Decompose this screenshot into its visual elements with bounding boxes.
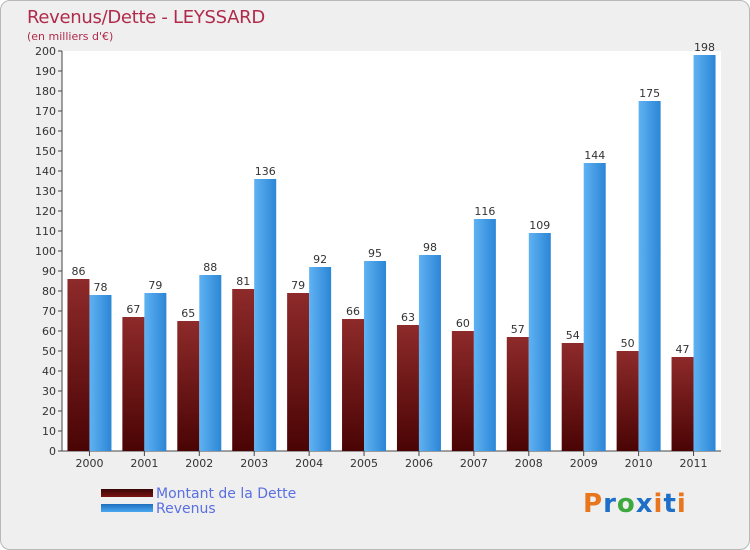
y-tick-label: 60	[42, 325, 56, 338]
data-label: 198	[694, 41, 715, 54]
legend-label-revenus: Revenus	[156, 501, 216, 517]
y-tick-label: 150	[35, 145, 56, 158]
x-tick-label: 2000	[75, 457, 103, 470]
data-label: 95	[368, 247, 382, 260]
data-label: 54	[566, 329, 580, 342]
bar-revenus	[144, 293, 167, 451]
bar-dette	[122, 317, 145, 451]
y-tick-label: 40	[42, 365, 56, 378]
y-tick-label: 0	[49, 445, 56, 458]
bar-revenus	[309, 267, 332, 451]
bar-revenus	[364, 261, 387, 451]
x-tick-label: 2001	[130, 457, 158, 470]
data-label: 109	[529, 219, 550, 232]
legend-swatch-dette	[101, 489, 153, 497]
x-tick-label: 2005	[350, 457, 378, 470]
logo-letter: t	[663, 489, 677, 519]
plot-area	[62, 51, 721, 451]
data-label: 86	[71, 265, 85, 278]
bar-revenus	[693, 55, 716, 451]
x-tick-label: 2007	[460, 457, 488, 470]
bar-dette	[671, 357, 694, 451]
data-label: 50	[621, 337, 635, 350]
y-tick-label: 30	[42, 385, 56, 398]
y-tick-label: 90	[42, 265, 56, 278]
data-label: 60	[456, 317, 470, 330]
bar-revenus	[199, 275, 222, 451]
data-label: 81	[236, 275, 250, 288]
data-label: 136	[255, 165, 276, 178]
x-tick-label: 2010	[625, 457, 653, 470]
data-label: 67	[126, 303, 140, 316]
data-label: 65	[181, 307, 195, 320]
y-tick-label: 80	[42, 285, 56, 298]
logo-letter: x	[635, 489, 654, 519]
chart-title: Revenus/Dette - LEYSSARD	[27, 7, 265, 28]
legend-label-dette: Montant de la Dette	[156, 486, 297, 502]
y-tick-label: 160	[35, 125, 56, 138]
logo-letter: r	[603, 489, 617, 519]
bar-dette	[506, 337, 529, 451]
legend-swatch-revenus	[101, 504, 153, 512]
bar-revenus	[89, 295, 112, 451]
y-tick-label: 50	[42, 345, 56, 358]
bar-dette	[67, 279, 90, 451]
bar-revenus	[254, 179, 277, 451]
bar-dette	[287, 293, 310, 451]
logo-letter: o	[616, 489, 636, 519]
x-tick-label: 2004	[295, 457, 323, 470]
y-tick-label: 20	[42, 405, 56, 418]
x-tick-label: 2009	[570, 457, 598, 470]
y-tick-label: 70	[42, 305, 56, 318]
bar-dette	[616, 351, 639, 451]
data-label: 57	[511, 323, 525, 336]
data-label: 92	[313, 253, 327, 266]
y-tick-label: 140	[35, 165, 56, 178]
y-tick-label: 170	[35, 105, 56, 118]
y-tick-label: 120	[35, 205, 56, 218]
y-tick-label: 110	[35, 225, 56, 238]
x-tick-label: 2003	[240, 457, 268, 470]
bar-revenus	[528, 233, 551, 451]
x-tick-label: 2002	[185, 457, 213, 470]
bar-revenus	[473, 219, 496, 451]
data-label: 63	[401, 311, 415, 324]
logo-letter: i	[653, 489, 664, 519]
y-tick-label: 180	[35, 85, 56, 98]
data-label: 98	[423, 241, 437, 254]
bar-dette	[232, 289, 255, 451]
y-tick-label: 10	[42, 425, 56, 438]
data-label: 47	[676, 343, 690, 356]
logo-letter: i	[676, 489, 687, 519]
x-tick-label: 2008	[515, 457, 543, 470]
logo-letter: P	[583, 489, 604, 519]
bar-revenus	[583, 163, 606, 451]
bar-dette	[396, 325, 419, 451]
x-tick-label: 2011	[680, 457, 708, 470]
data-label: 79	[148, 279, 162, 292]
data-label: 66	[346, 305, 360, 318]
proxiti-logo: Proxiti	[583, 489, 687, 519]
bar-dette	[177, 321, 200, 451]
bar-dette	[561, 343, 584, 451]
data-label: 175	[639, 87, 660, 100]
y-tick-label: 130	[35, 185, 56, 198]
data-label: 78	[93, 281, 107, 294]
x-tick-label: 2006	[405, 457, 433, 470]
y-tick-label: 100	[35, 245, 56, 258]
data-label: 116	[474, 205, 495, 218]
data-label: 144	[584, 149, 605, 162]
y-tick-label: 190	[35, 65, 56, 78]
bar-revenus	[418, 255, 441, 451]
bar-revenus	[638, 101, 661, 451]
data-label: 88	[203, 261, 217, 274]
bar-dette	[342, 319, 365, 451]
chart-subtitle: (en milliers d'€)	[27, 30, 114, 43]
y-tick-label: 200	[35, 45, 56, 58]
data-label: 79	[291, 279, 305, 292]
bar-dette	[451, 331, 474, 451]
